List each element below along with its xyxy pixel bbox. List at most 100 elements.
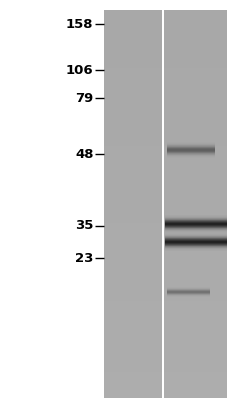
Bar	[163, 217, 227, 223]
Bar	[163, 178, 227, 185]
Bar	[103, 269, 161, 275]
Bar	[103, 88, 161, 94]
Bar	[103, 49, 161, 55]
Bar	[163, 249, 227, 256]
Bar	[163, 55, 227, 62]
Bar	[103, 314, 161, 320]
Bar	[103, 243, 161, 249]
Text: 48: 48	[75, 148, 93, 160]
Bar	[163, 340, 227, 346]
Bar	[103, 294, 161, 301]
Bar	[163, 10, 227, 16]
Bar	[103, 146, 161, 152]
Bar	[163, 353, 227, 359]
Bar	[103, 55, 161, 62]
Bar	[163, 223, 227, 230]
Bar	[103, 392, 161, 398]
Bar	[103, 198, 161, 204]
Bar	[163, 114, 227, 120]
Bar	[103, 372, 161, 378]
Bar	[163, 378, 227, 385]
Bar	[163, 269, 227, 275]
Bar	[103, 42, 161, 49]
Bar	[103, 68, 161, 75]
Bar	[163, 172, 227, 178]
Bar	[103, 262, 161, 269]
Bar	[163, 275, 227, 282]
Bar	[163, 191, 227, 198]
Bar	[163, 185, 227, 191]
Bar	[163, 346, 227, 353]
Bar	[163, 301, 227, 308]
Text: 106: 106	[66, 64, 93, 76]
Bar	[103, 282, 161, 288]
Bar	[103, 120, 161, 126]
Bar	[163, 294, 227, 301]
Bar	[163, 385, 227, 392]
Bar	[163, 152, 227, 159]
Bar	[163, 81, 227, 88]
Bar	[163, 366, 227, 372]
Bar	[163, 165, 227, 172]
Bar	[163, 100, 227, 107]
Bar	[163, 230, 227, 236]
Bar	[103, 223, 161, 230]
Bar	[163, 88, 227, 94]
Bar	[103, 36, 161, 42]
Bar	[103, 191, 161, 198]
Text: 35: 35	[75, 220, 93, 232]
Bar	[163, 320, 227, 327]
Bar	[103, 10, 161, 398]
Bar	[163, 392, 227, 398]
Bar	[103, 30, 161, 36]
Bar	[103, 159, 161, 165]
Bar	[163, 333, 227, 340]
Bar	[163, 359, 227, 366]
Bar	[103, 178, 161, 185]
Bar	[103, 62, 161, 68]
Bar	[103, 256, 161, 262]
Bar	[103, 81, 161, 88]
Bar	[163, 256, 227, 262]
Bar	[163, 94, 227, 100]
Bar	[103, 333, 161, 340]
Bar	[163, 16, 227, 23]
Bar	[103, 185, 161, 191]
Bar	[103, 346, 161, 353]
Bar	[103, 366, 161, 372]
Bar	[103, 230, 161, 236]
Bar	[163, 288, 227, 294]
Bar	[163, 327, 227, 333]
Bar	[103, 385, 161, 392]
Bar	[163, 23, 227, 29]
Bar	[161, 10, 163, 398]
Bar	[163, 243, 227, 249]
Bar	[163, 42, 227, 49]
Bar	[103, 353, 161, 359]
Bar	[163, 68, 227, 75]
Bar	[103, 204, 161, 210]
Bar	[163, 282, 227, 288]
Bar	[103, 288, 161, 294]
Bar	[163, 120, 227, 126]
Text: 23: 23	[75, 252, 93, 264]
Text: 79: 79	[75, 92, 93, 104]
Bar	[163, 133, 227, 139]
Bar	[163, 372, 227, 378]
Bar	[103, 165, 161, 172]
Bar	[103, 10, 161, 16]
Bar	[163, 10, 227, 398]
Bar	[163, 49, 227, 55]
Bar	[163, 236, 227, 243]
Bar	[163, 314, 227, 320]
Bar	[163, 126, 227, 133]
Bar	[163, 159, 227, 165]
Bar	[163, 139, 227, 146]
Bar	[103, 114, 161, 120]
Bar	[163, 146, 227, 152]
Bar	[103, 327, 161, 333]
Bar	[103, 23, 161, 29]
Bar	[103, 320, 161, 327]
Bar	[163, 262, 227, 269]
Bar	[103, 75, 161, 81]
